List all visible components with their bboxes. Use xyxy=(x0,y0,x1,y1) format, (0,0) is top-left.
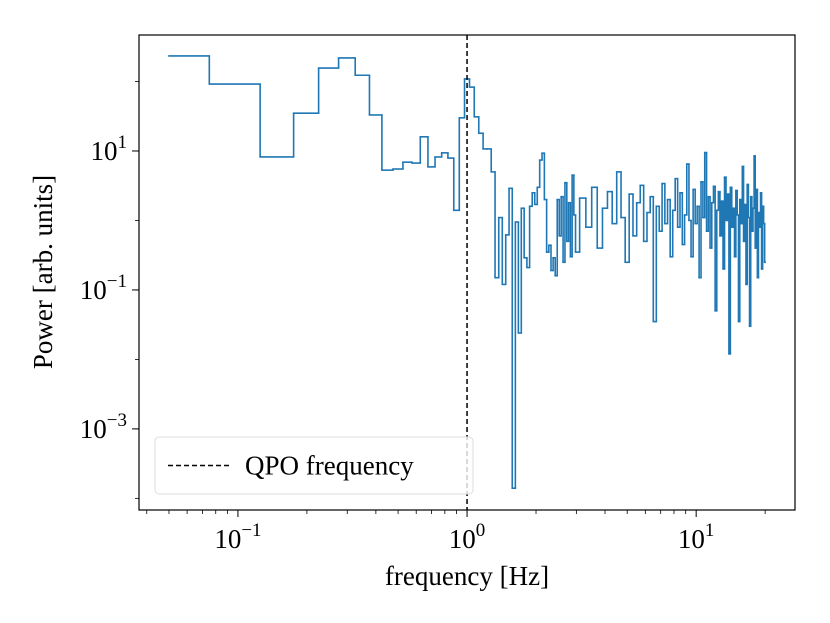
legend-label: QPO frequency xyxy=(245,451,414,481)
y-axis-label: Power [arb. units] xyxy=(28,175,58,369)
x-tick-label: 101 xyxy=(678,520,715,554)
y-tick-label: 101 xyxy=(91,132,128,166)
y-tick-label-exponent: −3 xyxy=(107,410,127,431)
y-tick-label-base: 10 xyxy=(80,275,107,305)
y-tick-label-exponent: 1 xyxy=(118,132,128,153)
legend-box xyxy=(154,436,474,495)
x-tick-label: 100 xyxy=(449,520,486,554)
step-riser xyxy=(208,55,766,489)
y-tick-label-base: 10 xyxy=(80,414,107,444)
y-tick-label-base: 10 xyxy=(91,136,118,166)
x-tick-label-base: 10 xyxy=(214,524,241,554)
plot-area xyxy=(168,35,766,510)
x-tick-label-exponent: 0 xyxy=(476,520,486,541)
axes-frame xyxy=(138,34,796,511)
x-tick-label: 10−1 xyxy=(214,520,261,554)
y-tick-label-exponent: −1 xyxy=(107,271,127,292)
x-axis-label: frequency [Hz] xyxy=(385,561,549,591)
x-tick-label-base: 10 xyxy=(449,524,476,554)
x-tick-label-base: 10 xyxy=(678,524,705,554)
x-tick-label-exponent: −1 xyxy=(241,520,261,541)
x-tick-label-exponent: 1 xyxy=(705,520,715,541)
y-tick-label: 10−3 xyxy=(80,410,127,444)
y-tick-label: 10−1 xyxy=(80,271,127,305)
